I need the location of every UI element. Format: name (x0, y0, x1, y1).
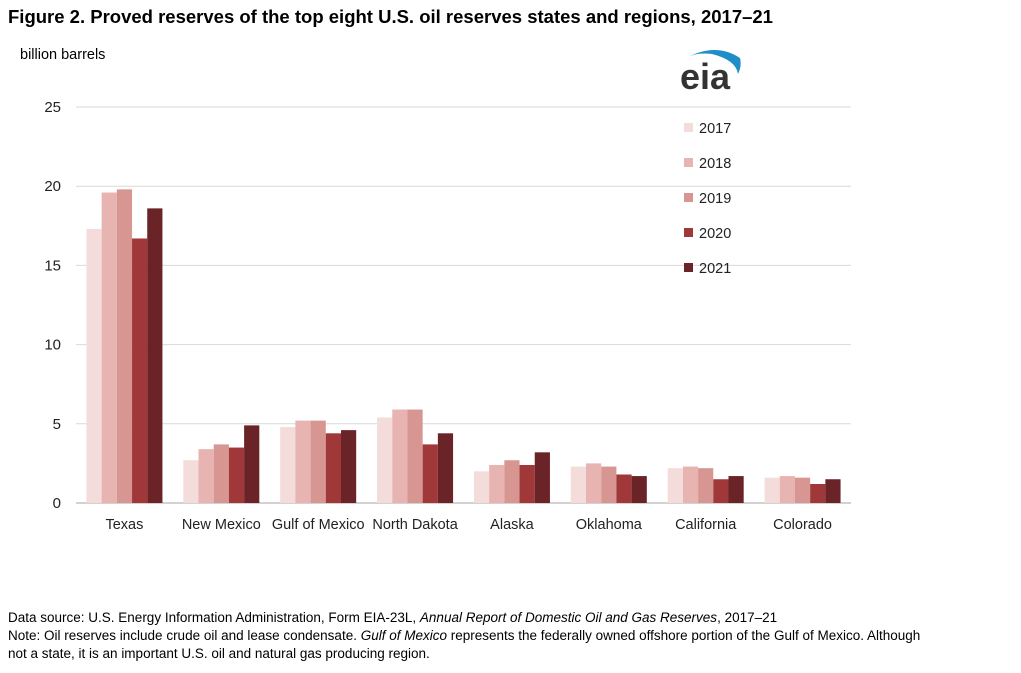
bar-texas-2021 (147, 208, 163, 503)
bar-texas-2020 (132, 238, 148, 504)
bar-gulf-of-mexico-2017 (280, 426, 296, 503)
bar-alaska-2018 (489, 464, 505, 503)
bar-colorado-2018 (779, 476, 795, 503)
source-italic: Annual Report of Domestic Oil and Gas Re… (419, 610, 718, 625)
bar-alaska-2020 (519, 464, 535, 503)
footer: Data source: U.S. Energy Information Adm… (8, 609, 1013, 663)
legend-swatch-2018 (684, 158, 693, 167)
footer-note-line1: Note: Oil reserves include crude oil and… (8, 627, 1013, 645)
category-label: Oklahoma (576, 517, 643, 533)
y-tick-label: 25 (44, 99, 61, 116)
eia-logo: eia (676, 44, 746, 97)
y-tick-label: 20 (44, 178, 61, 195)
logo-text: eia (680, 56, 731, 94)
legend-swatch-2020 (684, 228, 693, 237)
note-italic: Gulf of Mexico (360, 628, 447, 643)
bar-north-dakota-2017 (377, 417, 393, 503)
bar-gulf-of-mexico-2021 (340, 430, 357, 503)
chart-title: Figure 2. Proved reserves of the top eig… (8, 6, 773, 27)
bar-texas-2019 (116, 189, 133, 504)
bar-oklahoma-2018 (586, 463, 602, 503)
legend-label-2021: 2021 (699, 261, 731, 277)
bar-colorado-2020 (810, 483, 826, 503)
legend-label-2020: 2020 (699, 226, 731, 242)
bar-alaska-2017 (473, 471, 490, 503)
category-label: New Mexico (182, 517, 261, 533)
bar-colorado-2017 (764, 477, 780, 503)
bar-new-mexico-2021 (244, 425, 260, 503)
legend-swatch-2021 (684, 263, 693, 272)
source-prefix: Data source: U.S. Energy Information Adm… (8, 610, 420, 625)
bar-california-2017 (667, 468, 683, 503)
bar-oklahoma-2020 (616, 474, 632, 503)
bar-california-2021 (728, 476, 744, 503)
bar-gulf-of-mexico-2018 (295, 420, 311, 503)
bar-north-dakota-2018 (392, 409, 408, 503)
category-label: Texas (105, 517, 143, 533)
legend-label-2019: 2019 (699, 191, 731, 207)
category-label: Gulf of Mexico (272, 517, 365, 533)
y-tick-label: 10 (44, 337, 61, 354)
bar-north-dakota-2020 (422, 444, 438, 503)
bar-gulf-of-mexico-2019 (310, 420, 326, 503)
bar-california-2019 (698, 468, 714, 503)
category-label: North Dakota (372, 517, 458, 533)
bar-gulf-of-mexico-2020 (325, 433, 341, 503)
category-label: Colorado (773, 517, 832, 533)
bar-north-dakota-2021 (437, 433, 454, 503)
logo-arc-icon (686, 50, 741, 74)
bar-california-2020 (713, 479, 729, 503)
bar-alaska-2019 (504, 460, 520, 503)
bars (86, 189, 841, 504)
y-axis-ticks: 0 5 10 15 20 25 (44, 99, 61, 512)
bar-oklahoma-2017 (570, 466, 587, 503)
note-suffix: represents the federally owned offshore … (446, 628, 921, 643)
category-labels: Texas New Mexico Gulf of Mexico North Dakot… (105, 517, 831, 533)
category-label: California (675, 517, 737, 533)
bar-north-dakota-2019 (407, 409, 423, 503)
note-prefix: Note: Oil reserves include crude oil and… (8, 628, 361, 643)
legend-swatch-2019 (684, 193, 693, 202)
y-tick-label: 0 (53, 495, 61, 512)
bar-texas-2018 (101, 192, 117, 503)
bar-new-mexico-2020 (228, 447, 245, 503)
footer-note-line2: not a state, it is an important U.S. oil… (8, 646, 430, 661)
bar-texas-2017 (86, 228, 102, 503)
legend-label-2018: 2018 (699, 156, 731, 172)
bar-oklahoma-2021 (631, 476, 647, 503)
legend-label-2017: 2017 (699, 121, 731, 137)
legend: 2017 2018 2019 2020 2021 (684, 121, 731, 277)
bar-chart: 0 5 10 15 20 25 Texas New Mexico Gulf of Mexico… (44, 99, 851, 533)
bar-colorado-2019 (794, 477, 811, 503)
y-tick-label: 15 (44, 257, 61, 274)
source-suffix: , 2017–21 (717, 610, 778, 625)
y-tick-label: 5 (53, 416, 61, 433)
bar-oklahoma-2019 (601, 466, 617, 503)
bar-california-2018 (682, 466, 699, 503)
bar-alaska-2021 (534, 452, 550, 503)
legend-swatch-2017 (684, 123, 693, 132)
bar-new-mexico-2019 (213, 444, 229, 503)
bar-colorado-2021 (825, 479, 841, 503)
category-label: Alaska (490, 517, 534, 533)
bar-new-mexico-2017 (183, 460, 199, 503)
footer-source: Data source: U.S. Energy Information Adm… (8, 609, 1013, 627)
grid-lines (76, 106, 851, 504)
y-axis-label: billion barrels (20, 47, 106, 63)
bar-new-mexico-2018 (198, 449, 214, 503)
